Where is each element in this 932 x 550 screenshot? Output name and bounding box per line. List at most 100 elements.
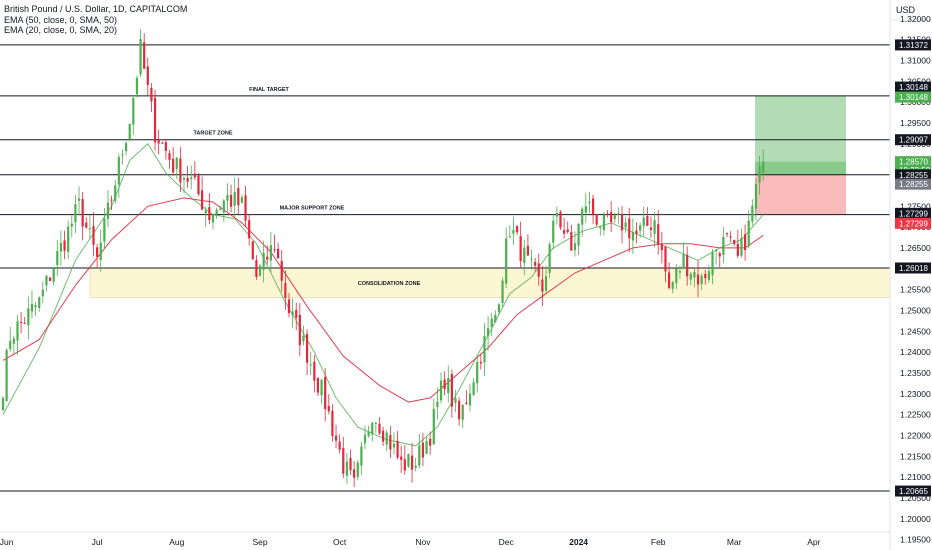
time-tick-label: Mar — [727, 537, 742, 547]
price-label-box — [895, 39, 931, 51]
candle-body — [30, 304, 34, 312]
candle-body — [577, 224, 580, 246]
candle-body — [334, 435, 338, 441]
candle-body — [273, 249, 276, 251]
candle-body — [472, 382, 475, 395]
candle-body — [400, 456, 403, 460]
candle-body — [81, 199, 84, 227]
price-labels-layer: 1.313721.301481.301481.290971.2857019:32… — [895, 39, 931, 497]
candle-body — [23, 322, 26, 324]
candle-body — [635, 230, 638, 234]
candle-body — [316, 378, 320, 393]
candle-body — [443, 379, 446, 390]
candle-body — [512, 229, 515, 234]
candle-body — [1, 397, 5, 411]
candle-body — [555, 212, 558, 217]
indicator-ema20[interactable]: EMA (20, close, 0, SMA, 20) — [4, 25, 118, 35]
candle-body — [617, 213, 620, 215]
candle-body — [700, 275, 703, 285]
candle-body — [219, 208, 222, 210]
candle-body — [591, 198, 595, 215]
candle-body — [671, 282, 674, 289]
candle-body — [508, 236, 511, 238]
candle-body — [248, 220, 251, 239]
candle-body — [758, 165, 761, 183]
currency-label[interactable]: USD — [896, 5, 916, 15]
price-label-box — [895, 81, 931, 93]
time-axis[interactable]: Jun Jul Aug Sep Oct Nov Dec 2024 Feb Mar Apr — [0, 531, 890, 547]
candle-body — [563, 230, 566, 234]
zone-annotation: CONSOLIDATION ZONE — [358, 281, 421, 287]
candle-body — [110, 199, 113, 201]
candle-body — [382, 430, 385, 442]
price-label-text: 1.27299 — [899, 219, 928, 228]
candle-body — [124, 143, 128, 152]
candle-body — [693, 271, 696, 278]
candle-body — [696, 274, 700, 285]
symbol-title: British Pound / U.S. Dollar, 1D, CAPITAL… — [4, 4, 188, 14]
candle-body — [544, 276, 548, 291]
candle-body — [59, 242, 63, 252]
candle-body — [515, 226, 519, 233]
candle-body — [530, 258, 533, 260]
time-tick-label: Aug — [169, 537, 184, 547]
candle-body — [407, 453, 410, 467]
candle-body — [353, 469, 356, 478]
candle-body — [338, 441, 341, 450]
candle-body — [599, 226, 602, 229]
candle-body — [490, 318, 493, 328]
candle-body — [132, 97, 135, 125]
annotations-layer: FINAL TARGET TARGET ZONE MAJOR SUPPORT ZON… — [193, 87, 420, 287]
time-tick-label: Jul — [92, 537, 103, 547]
candle-body — [519, 236, 522, 262]
candle-body — [208, 207, 211, 220]
indicator-ema50[interactable]: EMA (50, close, 0, SMA, 50) — [4, 14, 118, 25]
candle-body — [244, 195, 247, 221]
candle-body — [320, 379, 323, 396]
candle-body — [331, 410, 334, 436]
level-annotation: MAJOR SUPPORT ZONE — [280, 206, 345, 212]
candle-body — [707, 271, 710, 280]
price-tick-label: 1.23000 — [900, 389, 931, 399]
price-tick-label: 1.20500 — [900, 493, 931, 503]
price-label-text: 1.28255 — [899, 171, 928, 180]
candle-body — [48, 277, 52, 282]
candle-body — [161, 142, 164, 144]
candle-body — [291, 311, 294, 316]
level-annotation: TARGET ZONE — [193, 131, 232, 137]
price-tick-label: 1.20000 — [900, 514, 931, 524]
candle-body — [439, 380, 443, 401]
candle-body — [363, 434, 367, 444]
candle-body — [523, 247, 526, 264]
time-tick-label: Jun — [0, 537, 14, 547]
candle-body — [552, 220, 555, 243]
candle-body — [367, 431, 370, 436]
candle-body — [486, 328, 490, 337]
candle-body — [454, 398, 457, 404]
candle-body — [465, 402, 468, 404]
candle-body — [429, 438, 432, 446]
price-tick-label: 1.21500 — [900, 451, 931, 461]
candle-body — [287, 299, 291, 314]
candle-body — [468, 393, 472, 406]
candle-body — [324, 377, 327, 410]
candle-body — [139, 39, 142, 75]
price-tick-label: 1.22000 — [900, 430, 931, 440]
price-tick-label: 1.25500 — [900, 285, 931, 295]
candle-body — [157, 139, 160, 144]
candle-body — [175, 157, 178, 169]
candle-body — [573, 243, 577, 251]
candle-body — [135, 78, 139, 95]
price-label-box — [895, 217, 931, 229]
candle-body — [762, 161, 765, 173]
price-label-box — [895, 169, 931, 181]
candle-body — [327, 406, 330, 412]
candle-body — [342, 448, 345, 474]
candle-body — [715, 249, 718, 251]
price-tick-label: 1.27500 — [900, 201, 931, 211]
price-label-text: 1.28255 — [899, 180, 928, 189]
candle-body — [240, 197, 244, 203]
price-label-box — [895, 207, 931, 219]
candle-body — [280, 260, 283, 281]
